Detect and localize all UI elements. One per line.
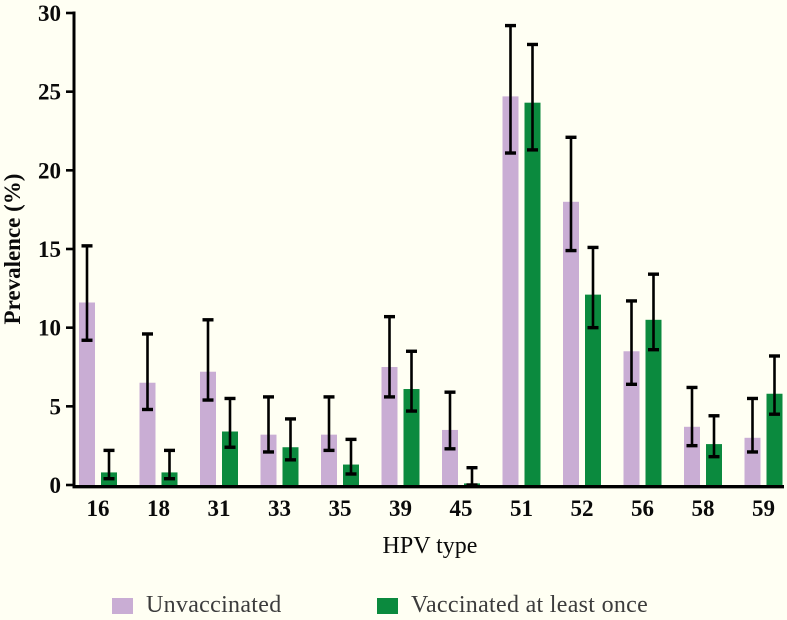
x-tick-label-59: 59 bbox=[752, 496, 775, 521]
y-axis-title: Prevalence (%) bbox=[0, 174, 25, 325]
y-tick-label-30: 30 bbox=[38, 1, 61, 26]
bar-vaccinated-51 bbox=[524, 102, 541, 486]
x-tick-label-39: 39 bbox=[389, 496, 412, 521]
bar-unvaccinated-35 bbox=[321, 434, 337, 485]
y-tick-label-15: 15 bbox=[38, 237, 61, 262]
bar-vaccinated-33 bbox=[282, 447, 299, 485]
x-tick-label-16: 16 bbox=[87, 496, 110, 521]
x-tick-label-35: 35 bbox=[329, 496, 352, 521]
legend-label-unvaccinated: Unvaccinated bbox=[146, 592, 282, 618]
bar-vaccinated-52 bbox=[585, 294, 601, 485]
y-tick-label-10: 10 bbox=[38, 316, 61, 341]
y-tick-label-0: 0 bbox=[50, 473, 62, 498]
legend-item-vaccinated: Vaccinated at least once bbox=[377, 592, 648, 619]
bar-unvaccinated-59 bbox=[744, 437, 761, 485]
x-tick-label-56: 56 bbox=[631, 496, 654, 521]
bar-vaccinated-59 bbox=[766, 393, 783, 485]
bar-vaccinated-39 bbox=[403, 389, 420, 485]
vaccinated-swatch bbox=[377, 597, 398, 614]
bar-unvaccinated-16 bbox=[79, 302, 95, 485]
bar-vaccinated-56 bbox=[645, 319, 662, 485]
x-axis-title: HPV type bbox=[383, 533, 478, 559]
x-tick-label-51: 51 bbox=[510, 496, 533, 521]
x-tick-label-33: 33 bbox=[268, 496, 291, 521]
x-tick-label-58: 58 bbox=[692, 496, 715, 521]
x-tick-label-18: 18 bbox=[147, 496, 170, 521]
bar-unvaccinated-58 bbox=[684, 426, 700, 485]
legend-label-vaccinated: Vaccinated at least once bbox=[411, 592, 649, 618]
bar-unvaccinated-33 bbox=[260, 434, 277, 485]
bar-vaccinated-58 bbox=[706, 444, 722, 485]
bar-unvaccinated-45 bbox=[442, 429, 458, 485]
x-tick-label-45: 45 bbox=[450, 496, 473, 521]
legend-item-unvaccinated: Unvaccinated bbox=[112, 592, 282, 619]
y-tick-label-25: 25 bbox=[38, 80, 61, 105]
y-tick-label-5: 5 bbox=[50, 394, 62, 419]
unvaccinated-swatch bbox=[112, 597, 133, 614]
bar-unvaccinated-51 bbox=[502, 96, 519, 486]
x-tick-label-31: 31 bbox=[208, 496, 231, 521]
x-tick-label-52: 52 bbox=[571, 496, 594, 521]
bar-unvaccinated-52 bbox=[563, 201, 579, 486]
bar-chart: 0 5 10 15 20 25 30 16 18 31 33 35 39 45 51 52 56 58 59 HPV … bbox=[0, 1, 784, 559]
y-tick-label-20: 20 bbox=[38, 158, 61, 183]
bar-vaccinated-31 bbox=[222, 431, 238, 485]
